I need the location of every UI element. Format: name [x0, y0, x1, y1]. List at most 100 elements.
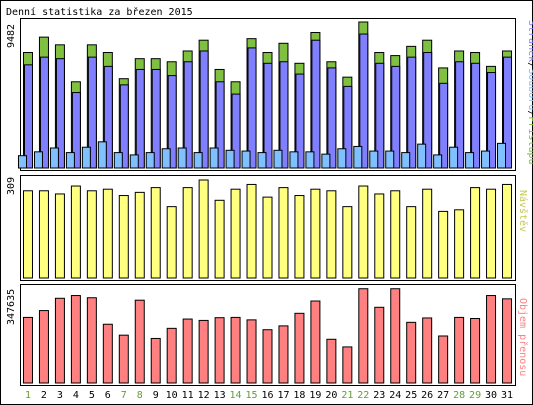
- bar-files-day-25: [407, 56, 417, 169]
- bar-visits-day-2: [38, 190, 49, 279]
- x-tick-label-2: 2: [41, 390, 47, 401]
- bar-pages-day-20: [321, 153, 331, 169]
- bar-visits-day-10: [166, 206, 177, 279]
- bar-visits-day-26: [422, 188, 433, 279]
- bar-volume-day-27: [438, 335, 449, 384]
- bar-pages-day-19: [305, 151, 315, 169]
- bar-files-day-9: [151, 68, 161, 169]
- bar-volume-day-31: [502, 298, 513, 384]
- x-tick-label-1: 1: [25, 390, 31, 401]
- bar-visits-day-23: [374, 193, 385, 279]
- bar-volume-day-8: [134, 299, 145, 384]
- x-tick-label-15: 15: [246, 390, 258, 401]
- bar-pages-day-7: [113, 152, 123, 169]
- bar-files-day-11: [183, 61, 193, 169]
- x-tick-label-27: 27: [437, 390, 449, 401]
- panel-volume-legend: Objem přenosu: [517, 298, 529, 376]
- bar-volume-day-17: [278, 325, 289, 384]
- bar-visits-day-21: [342, 206, 353, 279]
- bar-files-day-1: [23, 64, 33, 169]
- bar-volume-day-5: [86, 297, 97, 384]
- bar-visits-day-11: [182, 187, 193, 279]
- bar-volume-day-9: [150, 337, 161, 384]
- x-tick-label-30: 30: [485, 390, 497, 401]
- bar-pages-day-1: [17, 155, 27, 169]
- bar-pages-day-11: [177, 147, 187, 169]
- bar-files-day-8: [135, 68, 145, 169]
- bar-pages-day-3: [49, 147, 59, 169]
- x-tick-label-25: 25: [405, 390, 417, 401]
- bar-pages-day-26: [417, 143, 427, 169]
- panel-visits-max-label: 309: [6, 177, 17, 195]
- x-tick-label-4: 4: [73, 390, 79, 401]
- bar-volume-day-4: [70, 295, 81, 384]
- bar-files-day-3: [55, 58, 65, 169]
- bar-visits-day-7: [118, 195, 129, 279]
- bar-files-day-27: [439, 82, 449, 169]
- bar-files-day-30: [487, 72, 497, 169]
- x-tick-label-12: 12: [198, 390, 210, 401]
- bar-pages-day-22: [353, 145, 363, 169]
- bar-files-day-15: [247, 47, 257, 169]
- bar-volume-day-30: [486, 295, 497, 384]
- bar-files-day-17: [279, 61, 289, 169]
- bar-files-day-20: [327, 67, 337, 169]
- bar-volume-day-23: [374, 306, 385, 384]
- bar-visits-day-9: [150, 187, 161, 279]
- bar-volume-day-10: [166, 327, 177, 384]
- bar-files-day-26: [423, 52, 433, 169]
- x-tick-label-29: 29: [469, 390, 481, 401]
- legend-part-2: Souborů: [526, 68, 533, 110]
- bar-volume-day-20: [326, 338, 337, 384]
- bar-files-day-5: [87, 56, 97, 169]
- bar-files-day-28: [455, 61, 465, 169]
- bar-files-day-21: [343, 85, 353, 169]
- x-tick-label-21: 21: [341, 390, 353, 401]
- bar-visits-day-25: [406, 206, 417, 279]
- bar-volume-day-26: [422, 317, 433, 384]
- bar-pages-day-18: [289, 151, 299, 169]
- bar-volume-day-11: [182, 318, 193, 384]
- bar-pages-day-27: [433, 154, 443, 169]
- x-tick-label-20: 20: [325, 390, 337, 401]
- bar-volume-day-28: [454, 316, 465, 384]
- bar-files-day-7: [119, 84, 129, 169]
- bar-visits-day-18: [294, 195, 305, 279]
- bar-pages-day-5: [81, 146, 91, 169]
- bar-pages-day-14: [225, 149, 235, 169]
- bar-pages-day-6: [97, 141, 107, 169]
- bar-visits-day-30: [486, 188, 497, 279]
- x-tick-label-16: 16: [261, 390, 273, 401]
- panel-hits-frame: [20, 18, 516, 171]
- bar-files-day-13: [215, 81, 225, 169]
- bar-volume-day-7: [118, 334, 129, 384]
- bar-pages-day-25: [401, 152, 411, 169]
- panel-hits-max-label: 9482: [6, 24, 17, 48]
- bar-visits-day-19: [310, 188, 321, 279]
- bar-visits-day-28: [454, 209, 465, 279]
- bar-visits-day-8: [134, 191, 145, 279]
- bar-pages-day-21: [337, 148, 347, 169]
- x-tick-label-6: 6: [105, 390, 111, 401]
- bar-volume-day-15: [246, 319, 257, 384]
- legend-part-1: /: [526, 62, 533, 68]
- bar-volume-day-2: [38, 310, 49, 384]
- bar-pages-day-31: [497, 142, 507, 169]
- bar-volume-day-1: [22, 316, 33, 384]
- bar-files-day-23: [375, 62, 385, 169]
- bar-pages-day-9: [145, 152, 155, 169]
- bar-visits-day-6: [102, 188, 113, 279]
- bar-files-day-22: [359, 33, 369, 169]
- bar-files-day-24: [391, 65, 401, 169]
- bar-volume-day-29: [470, 318, 481, 384]
- bar-pages-day-8: [129, 154, 139, 169]
- bar-files-day-18: [295, 73, 305, 169]
- legend-part-4: Přístupů: [526, 116, 533, 164]
- bar-visits-day-22: [358, 185, 369, 279]
- x-tick-label-17: 17: [277, 390, 289, 401]
- panel-volume-frame: [20, 284, 516, 386]
- panel-volume-max-label: 347635: [6, 289, 17, 325]
- bar-visits-day-5: [86, 190, 97, 279]
- bar-files-day-31: [503, 56, 513, 169]
